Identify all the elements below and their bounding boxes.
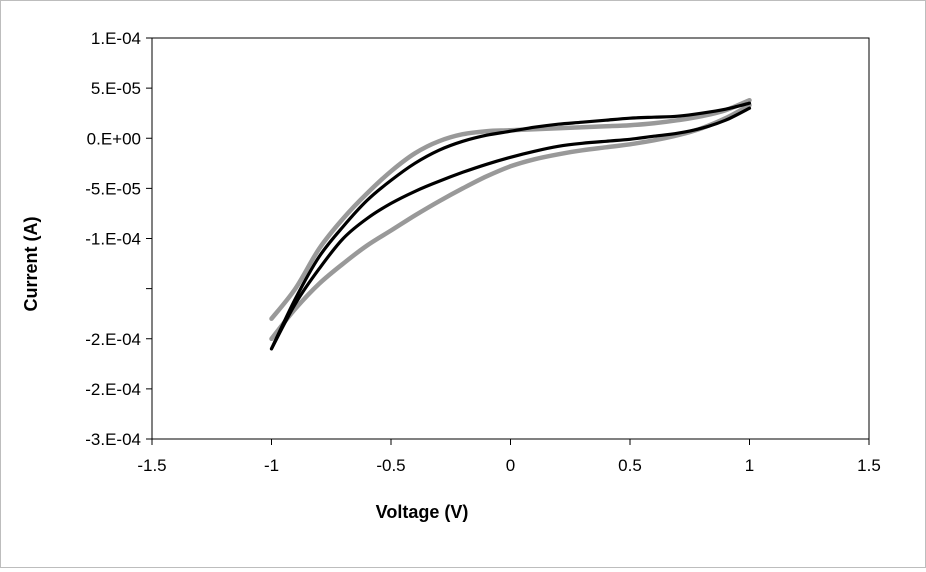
y-tick-label: -3.E-04 — [85, 430, 141, 449]
y-tick-label: -5.E-05 — [85, 179, 141, 198]
x-tick-label: 0 — [506, 456, 515, 475]
x-axis-ticks: -1.5 -1 -0.5 0 0.5 1 1.5 — [137, 439, 881, 475]
x-tick-label: 1 — [745, 456, 754, 475]
series-1-branch-2 — [269, 102, 752, 342]
x-axis-label: Voltage (V) — [376, 502, 469, 522]
x-tick-label: 1.5 — [857, 456, 881, 475]
plot-area — [151, 37, 870, 440]
y-tick-label: 5.E-05 — [91, 79, 141, 98]
y-tick-label: -2.E-04 — [85, 330, 141, 349]
y-axis-ticks: 1.E-04 5.E-05 0.E+00 -5.E-05 -1.E-04 -2.E-04 -… — [85, 29, 152, 449]
series-2-branch-2 — [269, 106, 752, 351]
y-tick-label: 0.E+00 — [87, 129, 141, 148]
x-tick-label: -1.5 — [137, 456, 166, 475]
x-tick-label: -1 — [264, 456, 279, 475]
y-tick-label: -2.E-04 — [85, 380, 141, 399]
curves-layer — [269, 97, 752, 351]
y-tick-label: -1.E-04 — [85, 230, 141, 249]
y-axis-label: Current (A) — [21, 217, 41, 312]
series-2-branch-1 — [269, 101, 752, 351]
y-tick-label: 1.E-04 — [91, 29, 141, 48]
x-tick-label: 0.5 — [618, 456, 642, 475]
x-tick-label: -0.5 — [376, 456, 405, 475]
